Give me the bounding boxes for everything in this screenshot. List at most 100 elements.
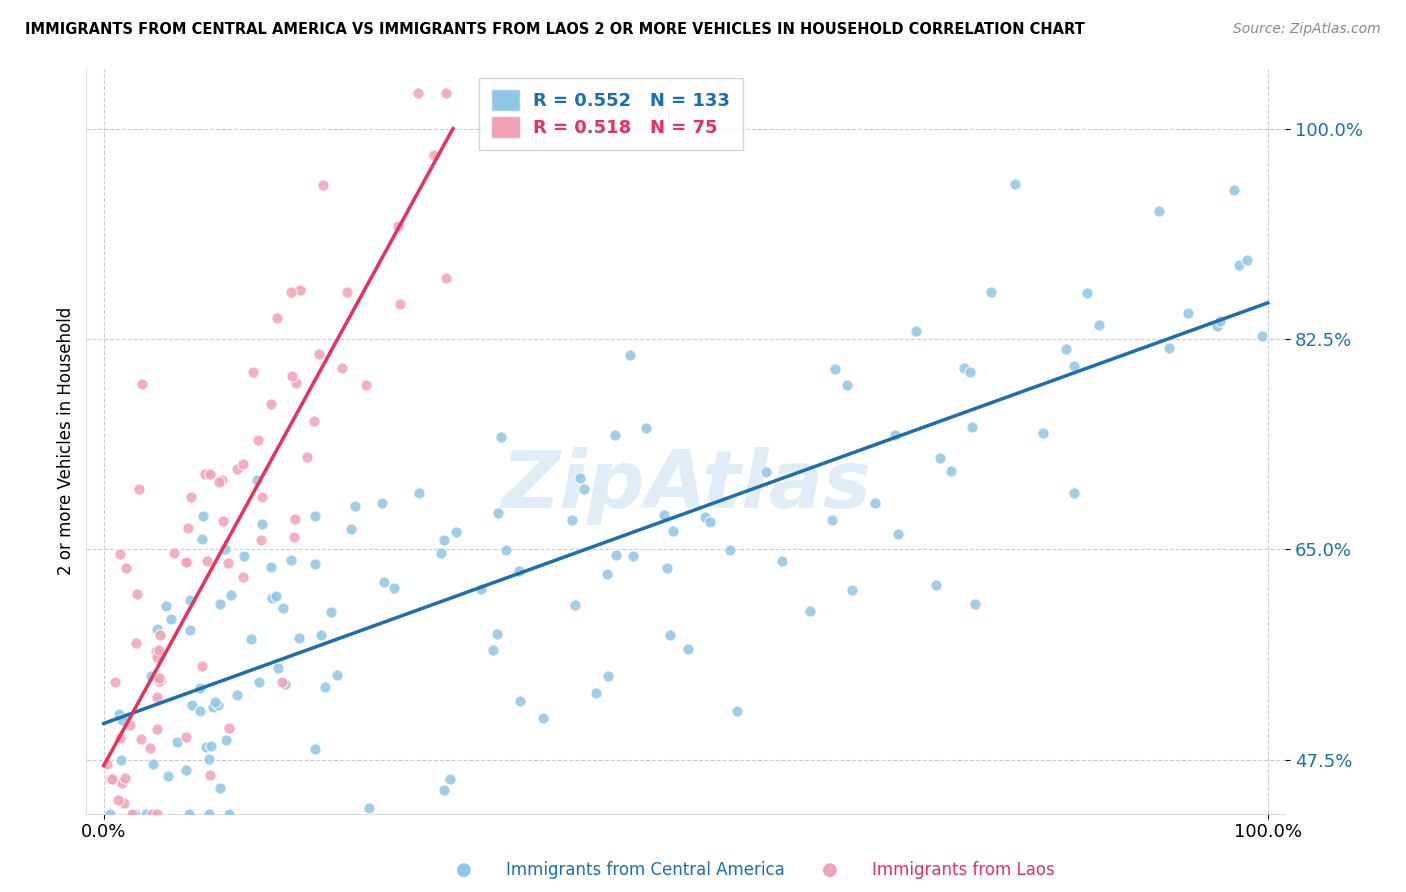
Point: [249, 533, 271, 548]
Point: [177, 806, 200, 821]
Point: [605, 549, 627, 563]
Point: [962, 420, 984, 434]
Point: [824, 361, 846, 376]
Point: [104, 675, 127, 690]
Point: [339, 522, 361, 536]
Point: [304, 557, 326, 571]
Point: [482, 642, 505, 657]
Point: [195, 554, 218, 568]
Point: [309, 628, 332, 642]
Point: [574, 482, 596, 496]
Point: [198, 752, 221, 766]
Point: [240, 632, 263, 646]
Point: [250, 516, 273, 531]
Point: [676, 642, 699, 657]
Point: [326, 667, 349, 681]
Point: [107, 793, 129, 807]
Point: [207, 698, 229, 713]
Point: [131, 377, 153, 392]
Point: [387, 219, 409, 234]
Point: [218, 806, 240, 821]
Point: [96, 757, 118, 772]
Legend: R = 0.552   N = 133, R = 0.518   N = 75: R = 0.552 N = 133, R = 0.518 N = 75: [479, 78, 742, 150]
Point: [194, 467, 217, 481]
Point: [98, 772, 121, 786]
Point: [145, 644, 167, 658]
Point: [770, 554, 793, 568]
Point: [162, 546, 184, 560]
Point: [430, 546, 453, 560]
Point: [166, 735, 188, 749]
Point: [146, 806, 169, 821]
Point: [120, 718, 142, 732]
Point: [1223, 183, 1246, 197]
Point: [121, 806, 143, 821]
Point: [191, 532, 214, 546]
Point: [198, 806, 221, 821]
Point: [699, 515, 721, 529]
Point: [304, 741, 326, 756]
Point: [1032, 425, 1054, 440]
Point: [114, 561, 136, 575]
Point: [159, 612, 181, 626]
Point: [179, 624, 201, 638]
Point: [596, 566, 619, 581]
Text: Immigrants from Laos: Immigrants from Laos: [872, 861, 1054, 879]
Point: [214, 732, 236, 747]
Point: [636, 420, 658, 434]
Point: [204, 695, 226, 709]
Point: [1227, 258, 1250, 272]
Point: [1087, 318, 1109, 332]
Point: [389, 297, 412, 311]
Point: [925, 578, 948, 592]
Point: [232, 570, 254, 584]
Point: [1209, 314, 1232, 328]
Point: [139, 741, 162, 756]
Point: [198, 467, 221, 482]
Point: [283, 530, 305, 544]
Point: [1063, 359, 1085, 374]
Point: [141, 806, 163, 821]
Point: [863, 496, 886, 510]
Point: [188, 705, 211, 719]
Point: [423, 148, 446, 162]
Point: [491, 430, 513, 444]
Point: [252, 490, 274, 504]
Point: [246, 474, 269, 488]
Point: [191, 659, 214, 673]
Point: [655, 561, 678, 575]
Point: [439, 772, 461, 786]
Point: [211, 473, 233, 487]
Point: [155, 599, 177, 613]
Point: [280, 285, 302, 300]
Point: [208, 475, 231, 490]
Point: [959, 365, 981, 379]
Point: [314, 680, 336, 694]
Point: [434, 271, 457, 285]
Point: [226, 688, 249, 702]
Point: [221, 587, 243, 601]
Point: [725, 705, 748, 719]
Point: [214, 542, 236, 557]
Point: [108, 731, 131, 746]
Point: [146, 690, 169, 704]
Point: [188, 681, 211, 695]
Point: [1251, 328, 1274, 343]
Point: [311, 178, 333, 192]
Point: [837, 378, 859, 392]
Point: [304, 508, 326, 523]
Y-axis label: 2 or more Vehicles in Household: 2 or more Vehicles in Household: [58, 307, 75, 575]
Point: [1054, 343, 1077, 357]
Point: [561, 514, 583, 528]
Point: [585, 686, 607, 700]
Point: [336, 285, 359, 299]
Point: [821, 513, 844, 527]
Point: [128, 482, 150, 496]
Point: [191, 509, 214, 524]
Point: [373, 574, 395, 589]
Point: [98, 806, 121, 821]
Point: [260, 560, 283, 574]
Point: [111, 776, 134, 790]
Point: [841, 583, 863, 598]
Point: [344, 499, 367, 513]
